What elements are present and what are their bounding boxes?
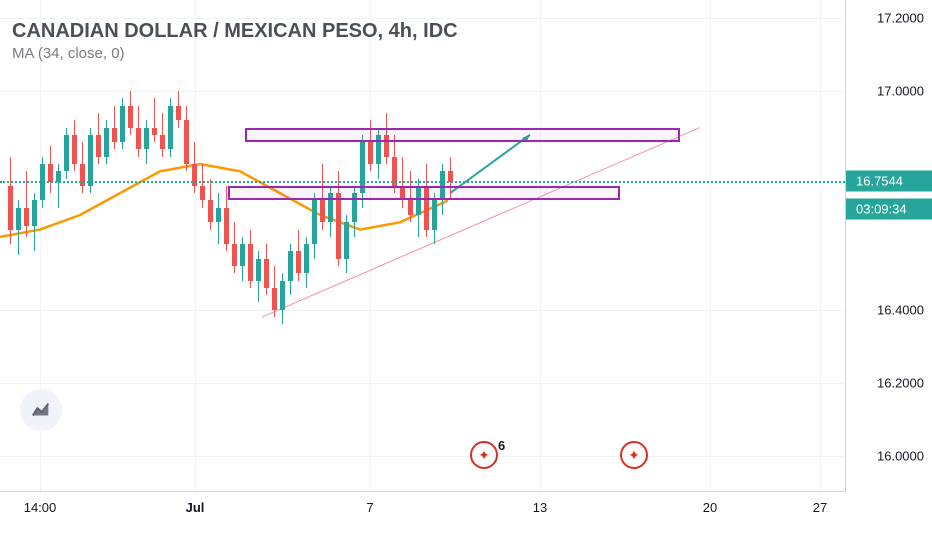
gridline-v bbox=[195, 0, 196, 491]
horizontal-zone[interactable] bbox=[245, 128, 680, 143]
gridline-h bbox=[0, 91, 845, 92]
gridline-h bbox=[0, 383, 845, 384]
price-axis[interactable]: 16.0000 16.2000 16.4000 17.0000 17.2000 16.7… bbox=[846, 0, 932, 492]
current-price-value: 16.7544 bbox=[856, 173, 903, 188]
symbol-title[interactable]: CANADIAN DOLLAR / MEXICAN PESO, 4h, IDC bbox=[12, 20, 458, 43]
x-axis-label: 7 bbox=[366, 500, 373, 515]
gridline-v bbox=[820, 0, 821, 491]
chart-header: CANADIAN DOLLAR / MEXICAN PESO, 4h, IDC … bbox=[12, 20, 458, 62]
event-count: 6 bbox=[498, 438, 505, 453]
current-price-line bbox=[0, 181, 845, 183]
area-chart-icon bbox=[30, 399, 52, 421]
time-axis[interactable]: 14:00 Jul 7 13 20 27 bbox=[0, 492, 846, 550]
x-axis-label: 27 bbox=[813, 500, 827, 515]
gridline-h bbox=[0, 456, 845, 457]
indicator-label[interactable]: MA (34, close, 0) bbox=[12, 45, 458, 62]
y-axis-label: 16.4000 bbox=[877, 302, 924, 317]
x-axis-label: 14:00 bbox=[24, 500, 57, 515]
projection-arrow[interactable] bbox=[450, 135, 530, 193]
calendar-event-icon[interactable]: ✦ bbox=[470, 441, 498, 469]
x-axis-label: Jul bbox=[186, 500, 205, 515]
trendline[interactable] bbox=[262, 128, 700, 318]
current-price-badge: 16.7544 bbox=[846, 170, 932, 191]
countdown-badge: 03:09:34 bbox=[846, 198, 932, 219]
chart-container: CANADIAN DOLLAR / MEXICAN PESO, 4h, IDC … bbox=[0, 0, 932, 550]
y-axis-label: 16.0000 bbox=[877, 448, 924, 463]
chart-plot-area[interactable]: CANADIAN DOLLAR / MEXICAN PESO, 4h, IDC … bbox=[0, 0, 846, 492]
horizontal-zone[interactable] bbox=[228, 186, 620, 201]
x-axis-label: 20 bbox=[703, 500, 717, 515]
y-axis-label: 16.2000 bbox=[877, 375, 924, 390]
chart-style-button[interactable] bbox=[20, 389, 62, 431]
x-axis-label: 13 bbox=[533, 500, 547, 515]
gridline-h bbox=[0, 310, 845, 311]
y-axis-label: 17.0000 bbox=[877, 84, 924, 99]
gridline-v bbox=[710, 0, 711, 491]
countdown-value: 03:09:34 bbox=[856, 201, 907, 216]
y-axis-label: 17.2000 bbox=[877, 11, 924, 26]
gridline-v bbox=[370, 0, 371, 491]
gridline-v bbox=[540, 0, 541, 491]
calendar-event-icon[interactable]: ✦ bbox=[620, 441, 648, 469]
